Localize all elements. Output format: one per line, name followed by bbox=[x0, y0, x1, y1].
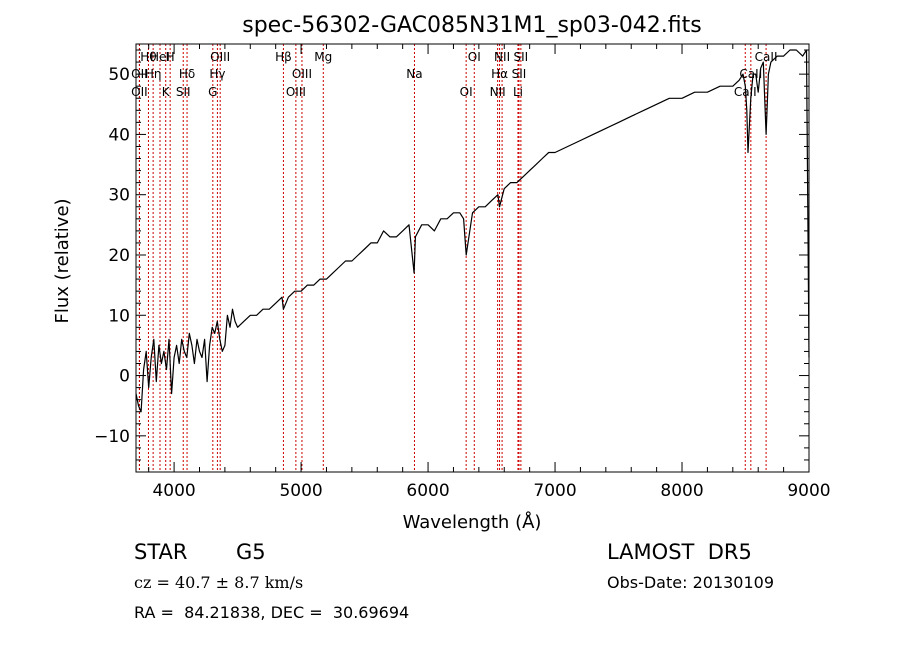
x-tick-label: 8000 bbox=[660, 481, 703, 501]
marker-label: OIII bbox=[292, 67, 312, 81]
marker-label: SII bbox=[176, 85, 191, 99]
y-tick-label: −10 bbox=[94, 427, 130, 447]
marker-label: Hθ bbox=[140, 50, 156, 64]
object-subclass: G5 bbox=[236, 540, 266, 564]
marker-label: G bbox=[208, 85, 217, 99]
x-tick-label: 7000 bbox=[533, 481, 576, 501]
marker-lines bbox=[138, 44, 767, 472]
y-tick-label: 10 bbox=[108, 306, 130, 326]
survey-name: LAMOST DR5 bbox=[607, 540, 752, 564]
marker-label: Li bbox=[513, 85, 523, 99]
marker-labels: HθOIIOIIHeIHηKHHδSIIOIIIHγGHβOIIIOIIIMgN… bbox=[131, 50, 777, 99]
marker-label: K bbox=[162, 85, 171, 99]
coordinates: RA = 84.21838, DEC = 30.69694 bbox=[134, 603, 410, 622]
spectrum-series-line bbox=[135, 49, 810, 413]
marker-label: SII bbox=[512, 67, 527, 81]
marker-label: OI bbox=[460, 85, 473, 99]
y-tick-label: 0 bbox=[119, 367, 130, 387]
chart-title: spec-56302-GAC085N31M1_sp03-042.fits bbox=[242, 13, 702, 38]
y-axis-label: Flux (relative) bbox=[52, 198, 73, 323]
y-tick-label: 30 bbox=[108, 186, 130, 206]
marker-label: Hγ bbox=[209, 67, 225, 81]
marker-label: HeI bbox=[150, 50, 170, 64]
plot-frame bbox=[135, 43, 810, 473]
x-tick-label: 4000 bbox=[152, 481, 195, 501]
x-axis-label: Wavelength (Å) bbox=[403, 511, 542, 533]
marker-label: CaII bbox=[755, 50, 778, 64]
x-tick-label: 9000 bbox=[787, 481, 830, 501]
marker-label: Hδ bbox=[179, 67, 195, 81]
object-class: STAR bbox=[134, 540, 188, 564]
marker-label: OI bbox=[468, 50, 481, 64]
redshift-value: cz = 40.7 ± 8.7 km/s bbox=[134, 573, 304, 592]
series-group bbox=[135, 49, 810, 413]
y-tick-label: 40 bbox=[108, 125, 130, 145]
marker-label: NII bbox=[494, 50, 510, 64]
y-tick-label: 50 bbox=[108, 65, 130, 85]
y-tick-label: 20 bbox=[108, 246, 130, 266]
marker-label: Hη bbox=[145, 67, 162, 81]
observation-date: Obs-Date: 20130109 bbox=[607, 573, 775, 592]
x-tick-label: 5000 bbox=[279, 481, 322, 501]
marker-label: OII bbox=[131, 85, 148, 99]
axes: 4000 5000 6000 7000 8000 9000 −10 0 10 20 30 40 50 bbox=[94, 43, 831, 501]
marker-label: NII bbox=[490, 85, 506, 99]
marker-label: SII bbox=[514, 50, 529, 64]
marker-label: Hα bbox=[491, 67, 508, 81]
marker-label: H bbox=[166, 50, 175, 64]
marker-label: Mg bbox=[314, 50, 332, 64]
marker-label: Na bbox=[406, 67, 422, 81]
x-tick-label: 6000 bbox=[406, 481, 449, 501]
marker-label: Hβ bbox=[275, 50, 292, 64]
marker-label: OIII bbox=[286, 85, 306, 99]
marker-label: OIII bbox=[210, 50, 230, 64]
